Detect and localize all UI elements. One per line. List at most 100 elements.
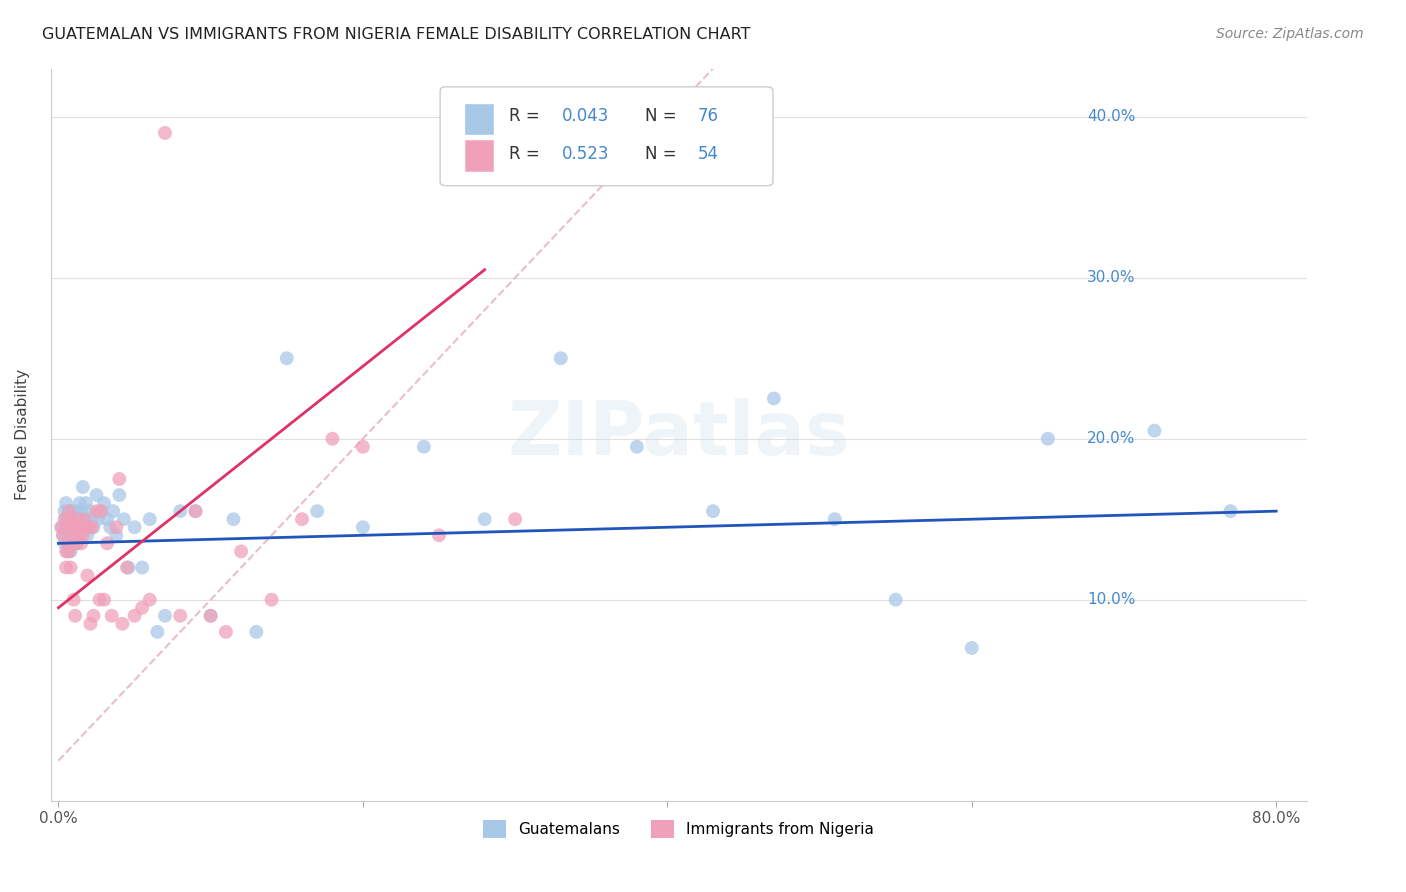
Point (169, 504, 191, 518)
Point (73, 512, 96, 526)
Point (762, 392, 785, 406)
Point (66, 512, 89, 526)
Point (55, 520, 77, 534)
FancyBboxPatch shape (440, 87, 773, 186)
Point (55, 496, 77, 510)
Point (108, 472, 131, 486)
Point (60, 512, 83, 526)
Point (76, 568, 98, 582)
Point (87, 512, 110, 526)
Point (60, 528, 83, 542)
Point (59, 544, 82, 558)
Point (77, 520, 100, 534)
Point (67, 512, 90, 526)
Point (58, 528, 80, 542)
Point (55, 560, 77, 574)
Point (55, 512, 77, 526)
FancyBboxPatch shape (465, 140, 494, 171)
Point (412, 440, 434, 454)
Point (93, 496, 115, 510)
Text: 0.523: 0.523 (562, 145, 609, 163)
Point (139, 592, 162, 607)
Point (200, 608, 222, 623)
Point (169, 608, 191, 623)
Point (82, 520, 104, 534)
Point (72, 480, 94, 494)
Point (66, 536, 89, 550)
Point (63, 528, 86, 542)
Point (124, 608, 146, 623)
Point (51, 520, 73, 534)
Point (56, 544, 79, 558)
Text: 0.043: 0.043 (562, 107, 609, 125)
Text: R =: R = (509, 145, 546, 163)
Point (63, 608, 86, 623)
Point (52, 528, 75, 542)
Point (86, 488, 108, 502)
Point (72, 528, 94, 542)
Point (58, 544, 80, 558)
Point (76, 528, 98, 542)
Point (55, 544, 77, 558)
Point (824, 512, 846, 526)
Point (96, 512, 118, 526)
Point (111, 616, 134, 631)
Point (82, 608, 104, 623)
FancyBboxPatch shape (465, 103, 494, 135)
Point (229, 544, 252, 558)
Point (960, 640, 983, 655)
Point (884, 592, 907, 607)
Point (69, 520, 91, 534)
Point (59, 512, 82, 526)
Point (112, 512, 135, 526)
Point (69, 528, 91, 542)
Text: N =: N = (645, 107, 682, 125)
Text: N =: N = (645, 145, 682, 163)
Legend: Guatemalans, Immigrants from Nigeria: Guatemalans, Immigrants from Nigeria (477, 814, 880, 845)
Point (62, 512, 84, 526)
Point (105, 528, 128, 542)
Point (245, 624, 267, 639)
Point (70, 504, 93, 518)
Point (56, 520, 79, 534)
Text: GUATEMALAN VS IMMIGRANTS FROM NIGERIA FEMALE DISABILITY CORRELATION CHART: GUATEMALAN VS IMMIGRANTS FROM NIGERIA FE… (42, 27, 751, 42)
Point (86, 504, 108, 518)
Point (1219, 504, 1241, 518)
Point (131, 600, 153, 615)
Point (60, 520, 83, 534)
Point (153, 126, 176, 140)
Point (59, 560, 82, 574)
Point (73, 512, 96, 526)
Point (260, 592, 283, 607)
Point (352, 520, 374, 534)
Point (73, 520, 96, 534)
Point (62, 520, 84, 534)
Point (75, 496, 97, 510)
Text: 40.0%: 40.0% (1087, 110, 1135, 124)
Point (184, 504, 207, 518)
Point (66, 504, 89, 518)
Point (124, 520, 146, 534)
Point (58, 512, 80, 526)
Point (51, 520, 73, 534)
Point (59, 504, 82, 518)
Point (53, 504, 76, 518)
Point (352, 440, 374, 454)
Point (131, 560, 153, 574)
Point (222, 512, 245, 526)
Point (474, 512, 496, 526)
Point (108, 488, 131, 502)
Point (69, 496, 91, 510)
Point (58, 504, 80, 518)
Point (427, 528, 450, 542)
Point (62, 520, 84, 534)
Point (139, 512, 162, 526)
Point (63, 512, 86, 526)
Point (153, 608, 176, 623)
Point (67, 528, 90, 542)
Point (80, 520, 103, 534)
Point (80, 512, 103, 526)
Point (321, 432, 343, 446)
Point (105, 520, 128, 534)
Point (1143, 424, 1166, 438)
